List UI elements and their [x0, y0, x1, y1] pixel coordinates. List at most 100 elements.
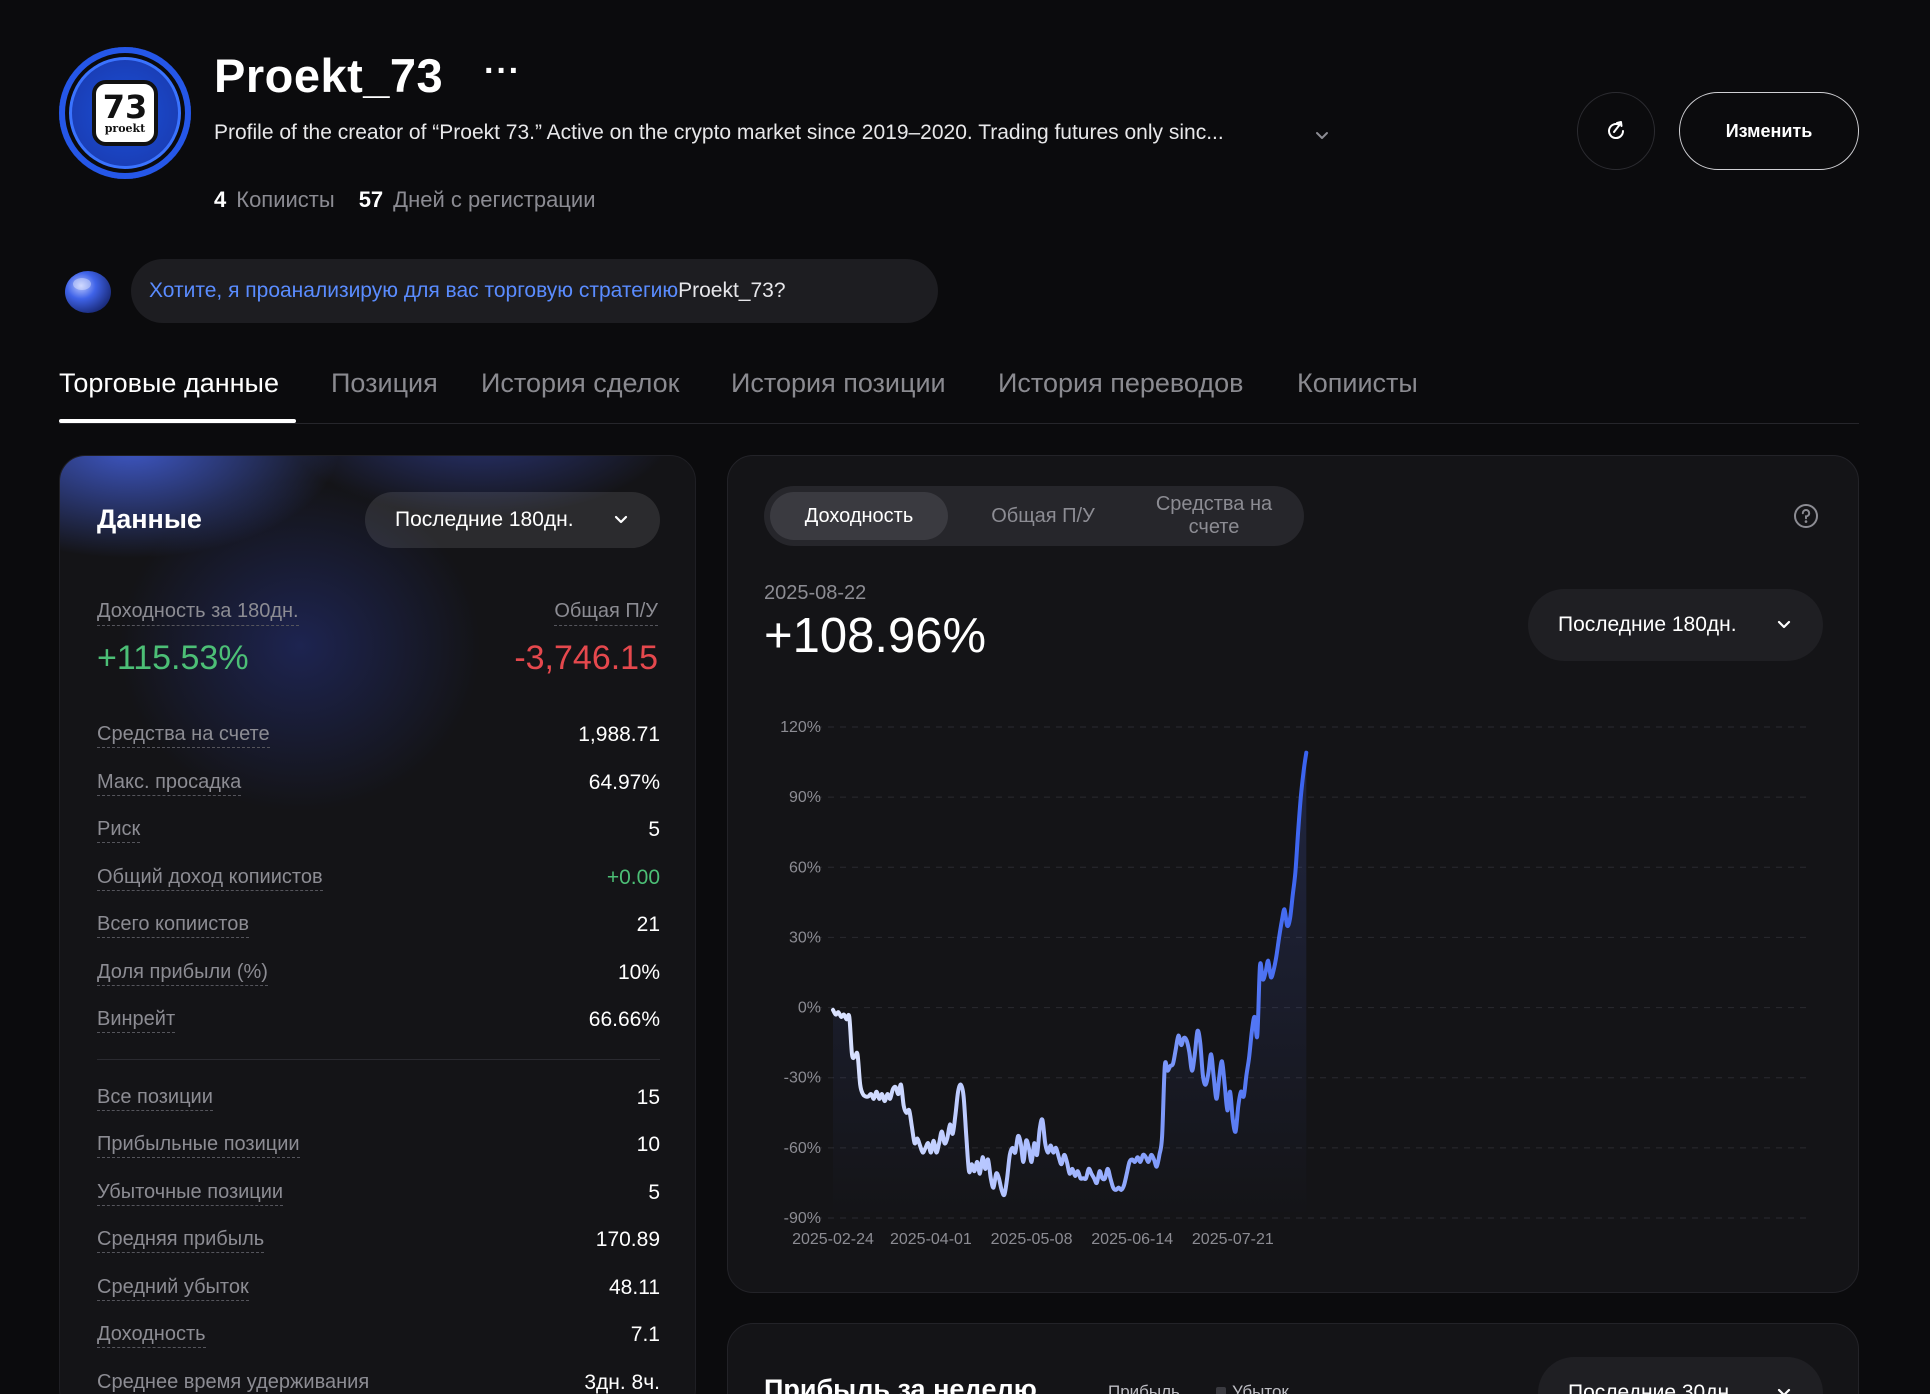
days-count: 57 — [358, 187, 384, 212]
profile-avatar: 73 proekt — [59, 47, 191, 179]
avatar-text: proekt — [104, 122, 146, 135]
profile-tabs: Торговые данные Позиция История сделок И… — [59, 362, 1859, 424]
stat-label[interactable]: Доля прибыли (%) — [97, 961, 268, 986]
return-label[interactable]: Доходность за 180дн. — [97, 600, 299, 626]
stat-row: Макс. просадка 64.97% — [97, 766, 660, 800]
stat-row: Прибыльные позиции 10 — [97, 1128, 660, 1162]
return-value: +115.53% — [97, 639, 249, 677]
stat-label[interactable]: Все позиции — [97, 1086, 213, 1111]
copyists-label: Копиисты — [236, 187, 335, 212]
stat-row: Средства на счете 1,988.71 — [97, 718, 660, 752]
data-period-value: Последние 180дн. — [395, 508, 574, 531]
stat-value: 7.1 — [630, 1323, 660, 1346]
legend-loss: Убыток — [1216, 1382, 1289, 1394]
stat-row: Всего копиистов 21 — [97, 908, 660, 942]
stat-row: Средняя прибыль 170.89 — [97, 1223, 660, 1257]
stat-label[interactable]: Средний убыток — [97, 1276, 249, 1301]
expand-description-chevron-icon[interactable] — [1311, 125, 1333, 147]
metric-tab-equity[interactable]: Средства на счете — [1155, 493, 1273, 538]
return-series-line — [831, 750, 1309, 1198]
stat-row: Доля прибыли (%) 10% — [97, 956, 660, 990]
tab-copyists[interactable]: Копиисты — [1297, 368, 1418, 398]
stat-label[interactable]: Прибыльные позиции — [97, 1133, 300, 1158]
x-tick-label: 2025-07-21 — [1192, 1231, 1274, 1248]
stat-value: 48.11 — [609, 1276, 660, 1299]
stat-label[interactable]: Всего копиистов — [97, 913, 249, 938]
stat-row: Доходность 7.1 — [97, 1318, 660, 1352]
avatar-badge: 73 proekt — [92, 80, 158, 146]
metric-tab-return[interactable]: Доходность — [770, 492, 948, 540]
stat-value: 10 — [636, 1133, 660, 1156]
profile-stats: 4 Копиисты 57 Дней с регистрации — [214, 187, 609, 213]
tab-transfer-history[interactable]: История переводов — [998, 368, 1244, 398]
stat-value: 5 — [648, 1181, 660, 1204]
metric-tab-pnl[interactable]: Общая П/У — [991, 504, 1095, 527]
chart-period-select[interactable]: Последние 180дн. — [1528, 589, 1823, 661]
ai-assistant-icon[interactable] — [62, 266, 114, 318]
stat-row: Винрейт 66.66% — [97, 1003, 660, 1037]
stat-label[interactable]: Убыточные позиции — [97, 1181, 284, 1206]
chart-date: 2025-08-22 — [764, 582, 867, 604]
y-tick-label: 60% — [789, 859, 821, 876]
ai-prompt-rest: Proekt_73? — [678, 279, 786, 302]
stat-row: Риск 5 — [97, 813, 660, 847]
tab-trade-history[interactable]: История сделок — [481, 368, 680, 398]
stat-label[interactable]: Средства на счете — [97, 723, 270, 748]
legend-profit: Прибыль — [1108, 1382, 1180, 1394]
weekly-profit-title: Прибыль за неделю — [764, 1374, 1037, 1394]
stat-row: Все позиции 15 — [97, 1081, 660, 1115]
stat-value: 66.66% — [588, 1008, 660, 1031]
copyists-count: 4 — [214, 187, 227, 212]
x-tick-label: 2025-02-24 — [792, 1231, 874, 1248]
stat-value: 21 — [636, 913, 660, 936]
legend-loss-swatch — [1216, 1387, 1226, 1394]
chart-metric-switch: Доходность Общая П/У Средства на счете — [764, 486, 1304, 546]
return-line-chart[interactable]: 120% 90% 60% 30% 0% -30% -60% -90% 2025-02-24 202… — [728, 456, 1860, 1294]
tab-position[interactable]: Позиция — [331, 368, 438, 398]
weekly-profit-card: Прибыль за неделю Прибыль Убыток Последн… — [727, 1323, 1859, 1394]
chart-current-value: +108.96% — [764, 609, 987, 663]
stat-value: 1,988.71 — [578, 723, 660, 746]
stat-value: 15 — [636, 1086, 660, 1109]
profile-description: Profile of the creator of “Proekt 73.” A… — [214, 121, 1224, 144]
tab-trading-data[interactable]: Торговые данные — [59, 368, 279, 398]
chevron-down-icon — [1777, 1388, 1791, 1394]
card-glow — [60, 456, 695, 826]
more-options-icon[interactable]: ··· — [484, 52, 521, 90]
chart-card: Доходность Общая П/У Средства на счете 2… — [727, 455, 1859, 1293]
avatar-number: 73 — [102, 88, 148, 126]
data-card-title: Данные — [97, 504, 202, 534]
pnl-value: -3,746.15 — [514, 639, 658, 677]
chart-period-value: Последние 180дн. — [1558, 613, 1737, 636]
edit-profile-button[interactable]: Изменить — [1679, 92, 1859, 170]
active-tab-indicator — [59, 419, 296, 423]
stat-row: Средний убыток 48.11 — [97, 1271, 660, 1305]
stat-label[interactable]: Общий доход копиистов — [97, 866, 323, 891]
pnl-label[interactable]: Общая П/У — [554, 600, 658, 626]
stat-value: 5 — [648, 818, 660, 841]
data-card: Данные Последние 180дн. Доходность за 18… — [59, 455, 696, 1394]
stat-label[interactable]: Среднее время удерживания — [97, 1371, 369, 1394]
y-tick-label: -60% — [784, 1140, 821, 1157]
chevron-down-icon — [614, 515, 628, 524]
data-period-select[interactable]: Последние 180дн. — [365, 492, 660, 548]
stat-row: Общий доход копиистов +0.00 — [97, 861, 660, 895]
legend-loss-label: Убыток — [1232, 1382, 1289, 1394]
days-label: Дней с регистрации — [393, 187, 596, 212]
stat-label[interactable]: Риск — [97, 818, 141, 843]
share-button[interactable] — [1577, 92, 1655, 170]
stat-label[interactable]: Доходность — [97, 1323, 206, 1348]
y-tick-label: -30% — [784, 1070, 821, 1087]
x-tick-label: 2025-04-01 — [890, 1231, 972, 1248]
stat-label[interactable]: Средняя прибыль — [97, 1228, 265, 1253]
ai-analysis-prompt[interactable]: Хотите, я проанализирую для вас торговую… — [131, 259, 938, 323]
legend-profit-label: Прибыль — [1108, 1382, 1180, 1394]
y-tick-label: 0% — [798, 1000, 821, 1017]
help-icon[interactable] — [1792, 502, 1820, 530]
weekly-period-select[interactable]: Последние 30дн. — [1538, 1357, 1823, 1394]
ai-prompt-highlight: Хотите, я проанализирую для вас торговую… — [149, 279, 679, 302]
stat-label[interactable]: Макс. просадка — [97, 771, 242, 796]
y-tick-label: 30% — [789, 929, 821, 946]
tab-position-history[interactable]: История позиции — [731, 368, 946, 398]
stat-label[interactable]: Винрейт — [97, 1008, 176, 1033]
